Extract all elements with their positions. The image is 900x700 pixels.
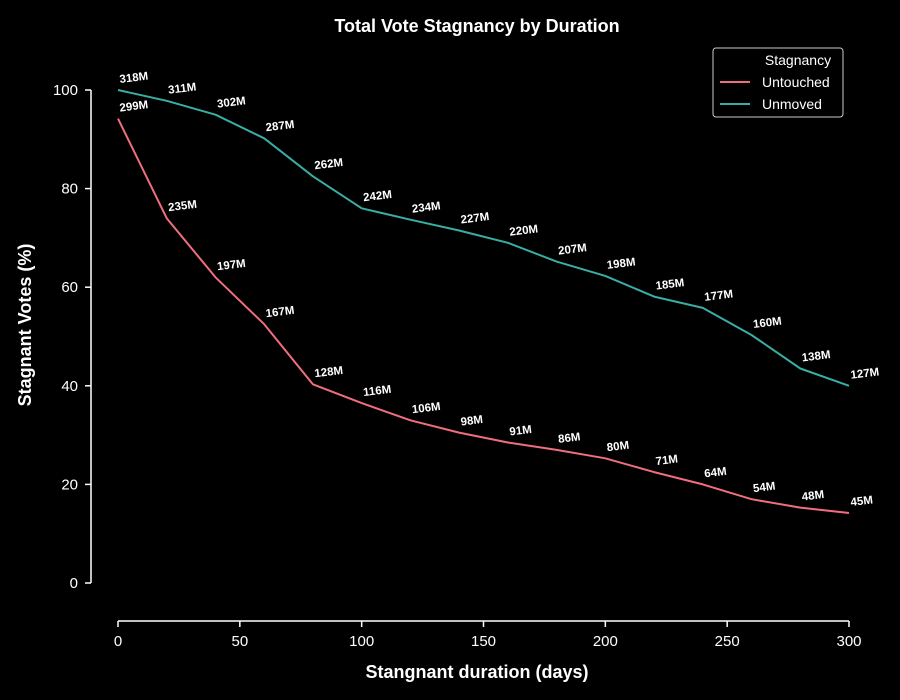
data-label-untouched: 45M — [850, 494, 874, 509]
data-label-unmoved: 262M — [314, 157, 344, 172]
x-tick-label: 100 — [349, 633, 374, 650]
data-label-unmoved: 177M — [704, 288, 734, 303]
x-tick-label: 200 — [593, 633, 618, 650]
data-label-untouched: 80M — [606, 440, 630, 455]
x-axis-label: Stangnant duration (days) — [365, 662, 588, 682]
data-label-unmoved: 287M — [265, 119, 295, 134]
data-label-untouched: 167M — [265, 305, 295, 320]
y-axis-label: Stagnant Votes (%) — [15, 244, 35, 407]
chart-title: Total Vote Stagnancy by Duration — [334, 16, 619, 36]
series-layer: 299M 235M 197M 167M 128M 116M 106M 98M 91M 86M 80M… — [117, 71, 880, 514]
data-label-untouched: 106M — [411, 401, 441, 416]
x-axis: 0 50 100 150 200 250 300 — [114, 620, 862, 650]
data-label-unmoved: 302M — [216, 95, 246, 110]
data-label-unmoved: 185M — [655, 277, 685, 292]
data-label-unmoved: 138M — [801, 349, 831, 364]
data-label-unmoved: 207M — [558, 242, 588, 257]
data-label-untouched: 71M — [655, 453, 679, 468]
legend-label-untouched: Untouched — [762, 74, 830, 90]
y-axis: 0 20 40 60 80 100 — [53, 82, 92, 592]
data-label-unmoved: 220M — [509, 223, 539, 238]
data-label-untouched: 48M — [801, 489, 825, 504]
x-tick-label: 0 — [114, 633, 122, 650]
y-tick-label: 60 — [61, 279, 78, 296]
series-untouched: 299M 235M 197M 167M 128M 116M 106M 98M 91M 86M 80M… — [117, 99, 874, 514]
x-tick-label: 50 — [231, 633, 248, 650]
data-label-untouched: 91M — [509, 424, 533, 439]
data-label-untouched: 116M — [363, 384, 392, 399]
series-unmoved: 318M 311M 302M 287M 262M 242M 234M 227M 220M 207M… — [117, 71, 880, 387]
data-label-unmoved: 242M — [363, 189, 393, 204]
y-tick-label: 80 — [61, 181, 78, 198]
data-label-unmoved: 234M — [411, 200, 441, 215]
data-label-untouched: 235M — [168, 199, 198, 214]
series-line-untouched — [117, 118, 850, 514]
data-label-untouched: 54M — [752, 481, 776, 496]
data-label-untouched: 128M — [314, 365, 344, 380]
x-tick-label: 150 — [471, 633, 496, 650]
data-label-untouched: 299M — [119, 99, 149, 114]
y-tick-label: 0 — [70, 575, 78, 592]
legend-title: Stagnancy — [765, 52, 831, 68]
y-tick-label: 40 — [61, 378, 78, 395]
data-label-unmoved: 227M — [460, 211, 490, 226]
data-label-untouched: 64M — [704, 466, 728, 481]
y-tick-label: 20 — [61, 476, 78, 493]
data-label-unmoved: 127M — [850, 366, 880, 381]
data-label-untouched: 86M — [558, 431, 582, 446]
y-tick-label: 100 — [53, 82, 78, 99]
legend: Stagnancy Untouched Unmoved — [712, 47, 844, 118]
x-tick-label: 250 — [715, 633, 740, 650]
x-tick-label: 300 — [836, 633, 861, 650]
series-line-unmoved — [117, 89, 850, 387]
legend-label-unmoved: Unmoved — [762, 96, 822, 112]
data-label-unmoved: 198M — [606, 256, 636, 271]
data-label-untouched: 197M — [216, 258, 246, 273]
legend-box — [712, 47, 844, 118]
data-label-unmoved: 311M — [168, 81, 197, 96]
data-label-unmoved: 160M — [752, 316, 782, 331]
data-label-unmoved: 318M — [119, 71, 149, 86]
data-label-untouched: 98M — [460, 414, 484, 429]
